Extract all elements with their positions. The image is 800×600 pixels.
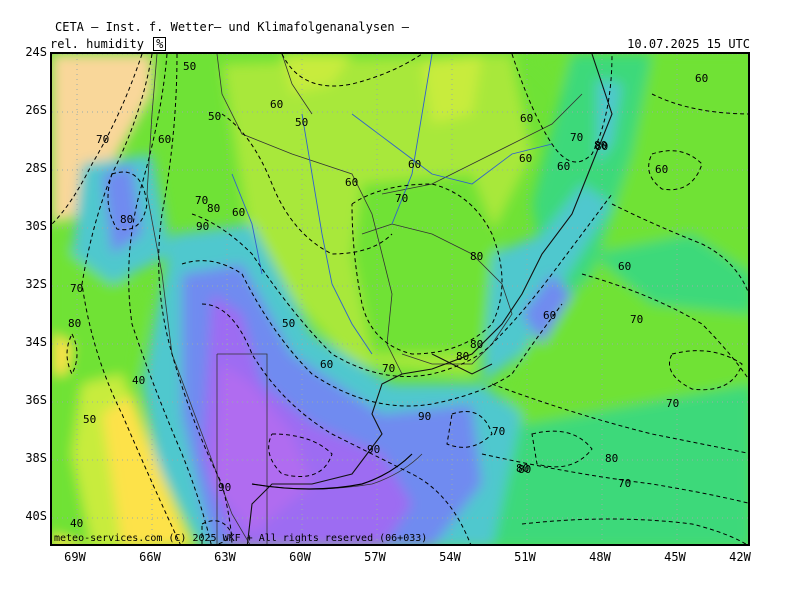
contour-label: 60 bbox=[232, 206, 245, 219]
lon-label: 54W bbox=[439, 550, 461, 564]
lat-label: 38S bbox=[25, 451, 47, 465]
lon-label: 57W bbox=[364, 550, 386, 564]
contour-label: 60 bbox=[519, 152, 532, 165]
graticule bbox=[52, 54, 748, 544]
contour-label: 80 bbox=[207, 202, 220, 215]
contour-label: 80 bbox=[605, 452, 618, 465]
lon-label: 60W bbox=[289, 550, 311, 564]
contour-label: 80 bbox=[594, 139, 607, 152]
contour-label: 70 bbox=[618, 477, 631, 490]
contour-label: 50 bbox=[183, 60, 196, 73]
lon-label: 69W bbox=[64, 550, 86, 564]
contour-label: 90 bbox=[196, 220, 209, 233]
contour-label: 80 bbox=[68, 317, 81, 330]
lon-label: 66W bbox=[139, 550, 161, 564]
contour-label: 90 bbox=[218, 481, 231, 494]
contour-label: 50 bbox=[208, 110, 221, 123]
river-plate bbox=[431, 353, 493, 375]
contour-label: 60 bbox=[270, 98, 283, 111]
contour-label: 40 bbox=[132, 374, 145, 387]
contour-label: 40 bbox=[70, 517, 83, 530]
parameter-label: rel. humidity % bbox=[50, 37, 167, 51]
lat-label: 34S bbox=[25, 335, 47, 349]
lon-label: 42W bbox=[729, 550, 751, 564]
contour-label: 70 bbox=[666, 397, 679, 410]
contour-label: 70 bbox=[70, 282, 83, 295]
contour-label: 60 bbox=[408, 158, 421, 171]
contour-label: 60 bbox=[543, 309, 556, 322]
contours bbox=[52, 54, 748, 544]
contour-label: 80 bbox=[120, 213, 133, 226]
contour-label: 80 bbox=[470, 338, 483, 351]
lat-label: 28S bbox=[25, 161, 47, 175]
lat-label: 30S bbox=[25, 219, 47, 233]
contour-label: 80 bbox=[516, 462, 529, 475]
contour-label: 80 bbox=[518, 463, 531, 476]
coastline bbox=[246, 54, 613, 544]
lon-label: 63W bbox=[214, 550, 236, 564]
unit-badge: % bbox=[153, 37, 167, 51]
contour-label: 90 bbox=[367, 443, 380, 456]
valid-time: 10.07.2025 15 UTC bbox=[627, 37, 750, 51]
contour-label: 60 bbox=[618, 260, 631, 273]
contour-label: 80 bbox=[456, 350, 469, 363]
contour-label: 60 bbox=[655, 163, 668, 176]
contour-label: 60 bbox=[557, 160, 570, 173]
parameter-name: rel. humidity bbox=[50, 37, 144, 51]
contour-label: 50 bbox=[83, 413, 96, 426]
contour-label: 70 bbox=[195, 194, 208, 207]
lon-label: 45W bbox=[664, 550, 686, 564]
product-title: CETA — Inst. f. Wetter— und Klimafolgena… bbox=[55, 20, 410, 34]
lon-label: 48W bbox=[589, 550, 611, 564]
contour-label: 60 bbox=[695, 72, 708, 85]
copyright-notice: meteo-services.com (C) 2025 WKF + All ri… bbox=[54, 533, 428, 544]
contour-label: 70 bbox=[630, 313, 643, 326]
lat-label: 40S bbox=[25, 509, 47, 523]
contour-label: 60 bbox=[320, 358, 333, 371]
lat-label: 32S bbox=[25, 277, 47, 291]
contour-label: 70 bbox=[492, 425, 505, 438]
contour-label: 90 bbox=[418, 410, 431, 423]
contour-labels: 50 50 60 50 60 70 60 60 80 60 60 80 60 8… bbox=[68, 60, 708, 530]
map-canvas: 50 50 60 50 60 70 60 60 80 60 60 80 60 8… bbox=[52, 54, 748, 544]
contour-label: 80 bbox=[595, 140, 608, 153]
contour-label: 60 bbox=[345, 176, 358, 189]
contour-label: 70 bbox=[395, 192, 408, 205]
lat-label: 26S bbox=[25, 103, 47, 117]
contour-label: 70 bbox=[570, 131, 583, 144]
humidity-map: 50 50 60 50 60 70 60 60 80 60 60 80 60 8… bbox=[50, 52, 750, 546]
contour-label: 50 bbox=[295, 116, 308, 129]
boundary-line bbox=[251, 453, 413, 490]
rivers bbox=[231, 54, 553, 355]
lat-label: 36S bbox=[25, 393, 47, 407]
contour-label: 60 bbox=[158, 133, 171, 146]
contour-label: 50 bbox=[282, 317, 295, 330]
contour-label: 80 bbox=[470, 250, 483, 263]
contour-label: 70 bbox=[382, 362, 395, 375]
contour-label: 70 bbox=[96, 133, 109, 146]
lon-label: 51W bbox=[514, 550, 536, 564]
contour-label: 60 bbox=[520, 112, 533, 125]
lat-label: 24S bbox=[25, 45, 47, 59]
